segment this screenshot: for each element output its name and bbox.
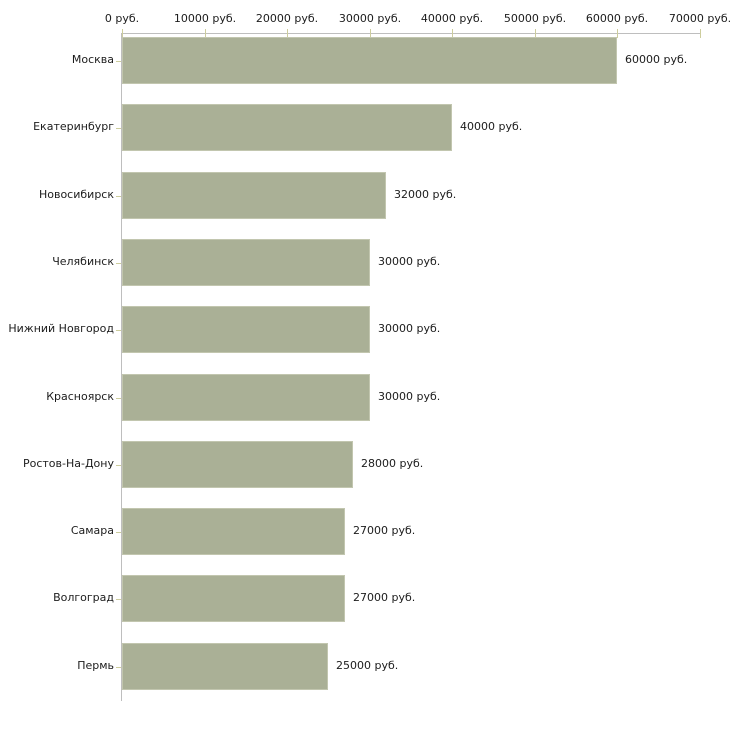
- category-label: Волгоград: [53, 591, 114, 604]
- bar-value-label: 25000 руб.: [336, 659, 399, 672]
- bar: [122, 508, 345, 555]
- x-axis-tick: [370, 29, 371, 38]
- bar-value-label: 40000 руб.: [460, 120, 523, 133]
- y-axis-tick: [116, 330, 121, 331]
- x-axis-tick: [205, 29, 206, 38]
- bar: [122, 441, 353, 488]
- y-axis-line: [121, 33, 122, 701]
- bar: [122, 643, 328, 690]
- category-label: Ростов-На-Дону: [22, 457, 114, 470]
- x-axis-tick-label: 50000 руб.: [503, 12, 567, 25]
- bar-value-label: 27000 руб.: [353, 524, 416, 537]
- x-axis-tick: [700, 29, 701, 38]
- bar-value-label: 60000 руб.: [625, 53, 688, 66]
- y-axis-tick: [116, 599, 121, 600]
- y-axis-tick: [116, 263, 121, 264]
- category-label: Екатеринбург: [33, 120, 114, 133]
- y-axis-tick: [116, 398, 121, 399]
- x-axis-tick-label: 10000 руб.: [173, 12, 237, 25]
- bar: [122, 104, 452, 151]
- x-axis-line: [122, 33, 701, 34]
- y-axis-tick: [116, 667, 121, 668]
- category-label: Красноярск: [46, 390, 114, 403]
- y-axis-tick: [116, 196, 121, 197]
- x-axis-tick: [122, 29, 123, 38]
- bar: [122, 172, 386, 219]
- bar: [122, 374, 370, 421]
- bar-value-label: 30000 руб.: [378, 322, 441, 335]
- category-label: Москва: [71, 53, 114, 66]
- x-axis-tick-label: 40000 руб.: [420, 12, 484, 25]
- x-axis-tick: [287, 29, 288, 38]
- category-label: Челябинск: [52, 255, 114, 268]
- category-label: Самара: [70, 524, 114, 537]
- x-axis-tick: [452, 29, 453, 38]
- x-axis-tick-label: 60000 руб.: [585, 12, 649, 25]
- category-label: Нижний Новгород: [8, 322, 114, 335]
- x-axis-tick-label: 20000 руб.: [255, 12, 319, 25]
- bar: [122, 37, 617, 84]
- bar-value-label: 32000 руб.: [394, 188, 457, 201]
- y-axis-tick: [116, 128, 121, 129]
- x-axis-tick: [535, 29, 536, 38]
- bar-value-label: 27000 руб.: [353, 591, 416, 604]
- x-axis-tick-label: 30000 руб.: [338, 12, 402, 25]
- y-axis-tick: [116, 532, 121, 533]
- x-axis-tick-label: 0 руб.: [104, 12, 140, 25]
- category-label: Пермь: [77, 659, 114, 672]
- bar-value-label: 30000 руб.: [378, 255, 441, 268]
- bar: [122, 239, 370, 286]
- category-label: Новосибирск: [38, 188, 114, 201]
- bar-value-label: 30000 руб.: [378, 390, 441, 403]
- y-axis-tick: [116, 465, 121, 466]
- y-axis-tick: [116, 61, 121, 62]
- bar-value-label: 28000 руб.: [361, 457, 424, 470]
- bar: [122, 306, 370, 353]
- x-axis-tick-label: 70000 руб.: [668, 12, 730, 25]
- bar: [122, 575, 345, 622]
- x-axis-tick: [617, 29, 618, 38]
